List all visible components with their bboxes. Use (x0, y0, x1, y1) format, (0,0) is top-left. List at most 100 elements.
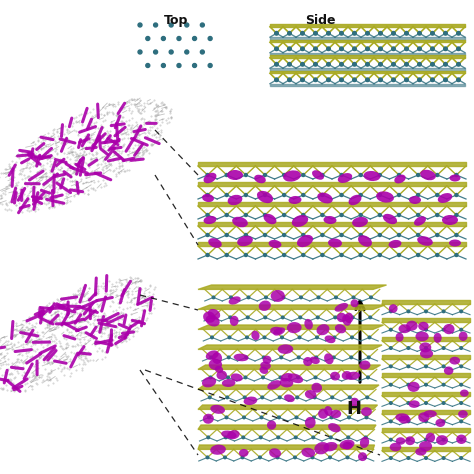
Circle shape (225, 213, 228, 217)
Circle shape (185, 50, 189, 54)
Ellipse shape (424, 410, 437, 418)
Ellipse shape (406, 320, 418, 331)
Circle shape (246, 336, 248, 339)
Ellipse shape (305, 417, 316, 428)
Ellipse shape (330, 372, 340, 381)
Circle shape (331, 396, 334, 399)
Circle shape (209, 396, 211, 399)
Circle shape (327, 78, 330, 82)
Circle shape (378, 254, 382, 256)
Circle shape (418, 63, 421, 66)
Circle shape (327, 63, 330, 66)
Circle shape (288, 47, 292, 51)
Circle shape (245, 254, 247, 256)
Circle shape (407, 347, 410, 349)
Circle shape (301, 31, 304, 35)
Circle shape (288, 78, 292, 82)
Ellipse shape (215, 366, 223, 373)
Circle shape (379, 31, 383, 35)
Ellipse shape (436, 435, 448, 445)
Circle shape (417, 213, 419, 217)
Ellipse shape (345, 312, 353, 323)
Circle shape (192, 36, 197, 40)
Circle shape (455, 193, 458, 197)
Circle shape (460, 310, 463, 313)
Circle shape (378, 234, 382, 237)
Circle shape (329, 436, 332, 439)
Ellipse shape (264, 214, 276, 224)
Ellipse shape (415, 448, 427, 456)
Circle shape (405, 63, 408, 66)
Circle shape (398, 193, 401, 197)
Circle shape (283, 193, 286, 197)
Circle shape (417, 254, 419, 256)
Circle shape (275, 31, 278, 35)
Circle shape (350, 356, 353, 359)
Circle shape (138, 23, 142, 27)
Circle shape (247, 296, 250, 299)
Ellipse shape (390, 443, 401, 451)
Circle shape (321, 254, 324, 256)
Ellipse shape (203, 311, 216, 323)
Circle shape (225, 193, 228, 197)
Circle shape (277, 436, 280, 439)
Circle shape (333, 336, 336, 339)
Circle shape (192, 64, 197, 67)
Circle shape (436, 213, 439, 217)
Ellipse shape (328, 423, 341, 432)
Ellipse shape (417, 236, 433, 246)
Circle shape (321, 193, 324, 197)
Circle shape (276, 456, 279, 459)
Circle shape (211, 316, 214, 319)
Circle shape (302, 173, 305, 176)
Ellipse shape (324, 353, 334, 365)
Ellipse shape (263, 356, 272, 364)
Ellipse shape (217, 371, 227, 380)
Circle shape (244, 376, 247, 379)
Ellipse shape (303, 357, 312, 366)
Ellipse shape (209, 359, 222, 370)
Circle shape (442, 438, 445, 441)
Circle shape (177, 36, 181, 40)
Ellipse shape (318, 409, 328, 419)
Circle shape (264, 193, 266, 197)
Ellipse shape (203, 216, 217, 224)
Ellipse shape (376, 191, 394, 203)
Ellipse shape (408, 382, 419, 392)
Circle shape (288, 63, 292, 66)
Ellipse shape (337, 313, 346, 322)
Circle shape (353, 47, 356, 51)
Circle shape (390, 383, 392, 386)
Circle shape (261, 396, 264, 399)
Circle shape (146, 64, 150, 67)
Circle shape (298, 356, 300, 359)
Circle shape (407, 383, 410, 386)
Ellipse shape (395, 413, 409, 421)
Circle shape (457, 47, 460, 51)
Circle shape (348, 416, 350, 419)
Ellipse shape (442, 215, 458, 225)
Circle shape (460, 365, 463, 368)
Ellipse shape (460, 390, 469, 397)
Ellipse shape (206, 315, 220, 327)
Circle shape (227, 376, 229, 379)
Ellipse shape (399, 416, 410, 424)
Ellipse shape (348, 195, 362, 205)
Circle shape (390, 328, 392, 331)
Ellipse shape (317, 324, 329, 335)
Circle shape (340, 63, 343, 66)
Circle shape (314, 31, 317, 35)
Circle shape (390, 310, 392, 313)
Circle shape (245, 213, 247, 217)
Ellipse shape (228, 296, 241, 305)
Circle shape (206, 193, 209, 197)
Circle shape (444, 78, 447, 82)
Ellipse shape (338, 173, 352, 183)
Ellipse shape (208, 238, 222, 248)
Circle shape (301, 63, 304, 66)
Ellipse shape (284, 394, 295, 402)
Circle shape (455, 213, 458, 217)
Circle shape (417, 173, 419, 176)
Circle shape (263, 356, 265, 359)
Circle shape (241, 456, 244, 459)
